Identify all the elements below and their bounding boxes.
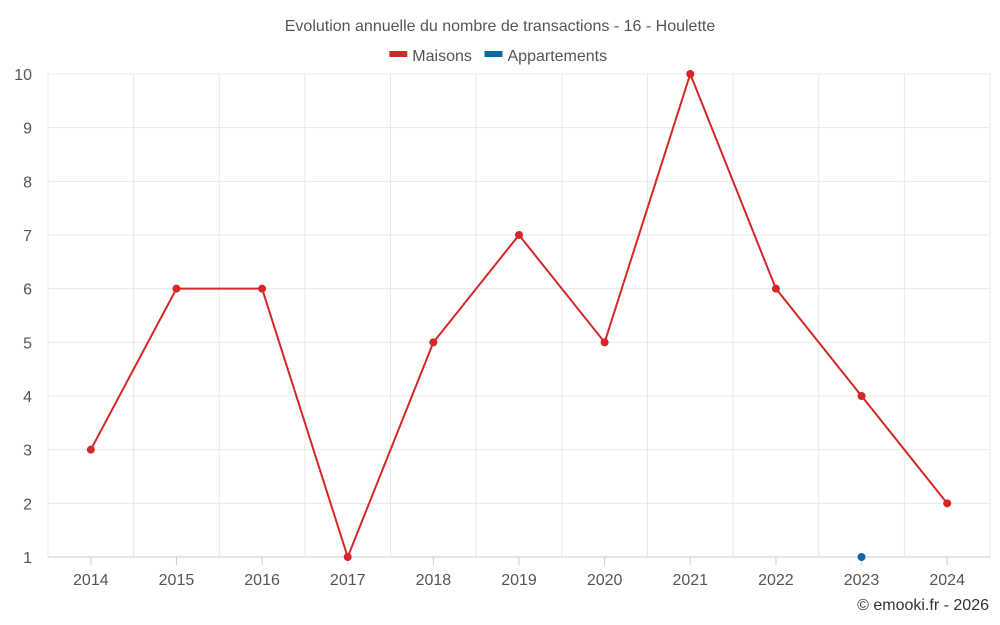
data-point-maisons[interactable] (86, 445, 95, 454)
legend-swatch (484, 51, 503, 57)
legend-label: Appartements (508, 48, 608, 65)
x-tick-label: 2018 (416, 572, 452, 589)
data-point-appartements[interactable] (857, 553, 866, 561)
x-tick-label: 2022 (758, 572, 794, 589)
data-point-maisons[interactable] (771, 284, 780, 293)
x-tick-label: 2016 (244, 572, 280, 589)
y-tick-label: 5 (23, 335, 32, 352)
chart-title: Evolution annuelle du nombre de transact… (285, 18, 716, 35)
data-point-maisons[interactable] (515, 231, 523, 239)
data-point-maisons[interactable] (857, 392, 866, 400)
grid (47, 73, 991, 557)
y-tick-label: 4 (23, 389, 32, 406)
data-point-maisons[interactable] (429, 338, 438, 347)
y-tick-label: 6 (23, 282, 32, 299)
credit-text: © emooki.fr - 2026 (857, 597, 989, 614)
y-tick-label: 1 (23, 550, 32, 567)
x-tick-label: 2024 (929, 572, 965, 589)
legend: Maisons Appartements (389, 48, 607, 65)
y-tick-label: 9 (23, 121, 32, 138)
legend-label: Maisons (412, 48, 472, 65)
legend-item-maisons[interactable]: Maisons (389, 48, 472, 65)
y-tick-label: 3 (23, 443, 32, 460)
x-tick-label: 2017 (330, 572, 366, 589)
data-point-maisons[interactable] (600, 338, 609, 347)
data-point-maisons[interactable] (943, 499, 952, 508)
x-tick-label: 2019 (501, 572, 537, 589)
x-tick-label: 2020 (587, 572, 623, 589)
data-point-maisons[interactable] (343, 553, 352, 561)
x-tick-label: 2014 (73, 572, 109, 589)
x-tick-label: 2015 (159, 572, 195, 589)
y-tick-label: 8 (23, 174, 32, 191)
y-tick-label: 2 (23, 496, 32, 513)
axes: 1 2 3 4 5 6 7 8 9 10 2014 2015 2016 2017 2018 2019 2020 2… (14, 67, 990, 589)
y-tick-label: 7 (23, 228, 32, 245)
x-tick-label: 2021 (672, 572, 708, 589)
legend-swatch (389, 51, 408, 57)
series-layer (86, 70, 952, 561)
y-tick-label: 10 (14, 67, 32, 84)
data-point-maisons[interactable] (172, 284, 181, 293)
legend-item-appartements[interactable]: Appartements (484, 48, 608, 65)
x-tick-label: 2023 (844, 572, 880, 589)
data-point-maisons[interactable] (686, 70, 695, 78)
data-point-maisons[interactable] (258, 284, 267, 293)
